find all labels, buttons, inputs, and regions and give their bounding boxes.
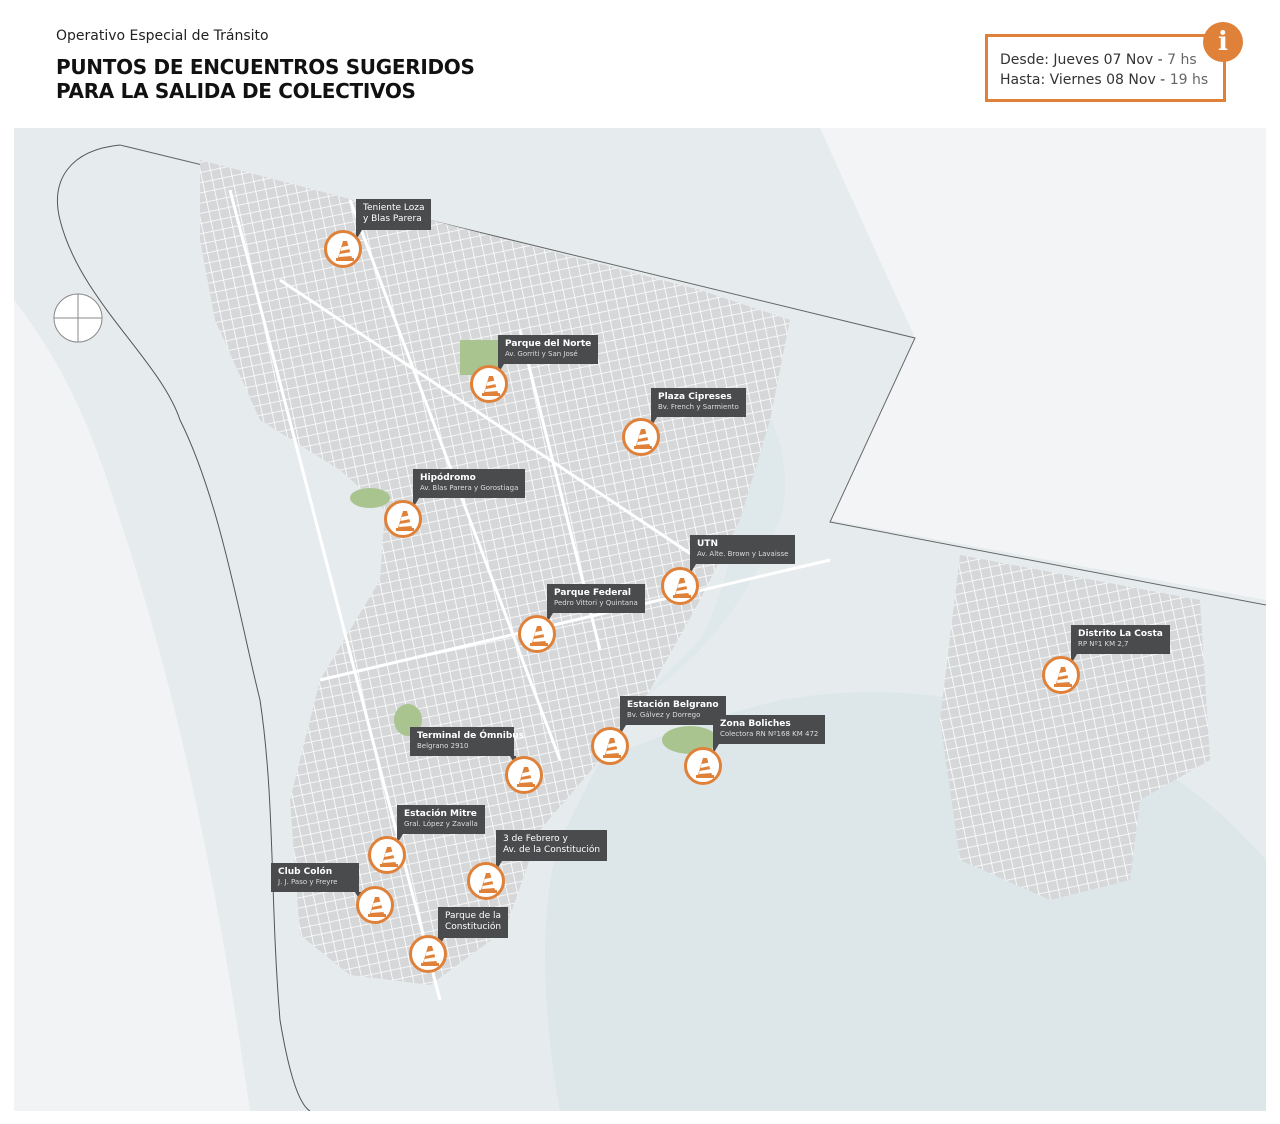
traffic-cone-icon [479, 873, 497, 893]
point-label-2: Parque del Norte Av. Gorriti y San José [498, 335, 599, 374]
point-label-6: Parque Federal Pedro Vittori y Quintana [547, 584, 645, 623]
title-line-1: PUNTOS DE ENCUENTROS SUGERIDOS [56, 55, 475, 79]
traffic-cone-icon [396, 511, 414, 531]
west-land [14, 300, 250, 1111]
meeting-point-marker[interactable] [505, 756, 543, 794]
traffic-cone-icon [1054, 667, 1072, 687]
meeting-point-marker[interactable] [622, 418, 660, 456]
point-label-7: Distrito La Costa RP Nº1 KM 2,7 [1071, 625, 1170, 664]
point-label-8: Estación Belgrano Bv. Gálvez y Dorrego [620, 696, 726, 735]
point-title: Club Colón [278, 867, 333, 877]
point-title: Parque Federal [554, 588, 631, 598]
point-address: Belgrano 2910 [417, 742, 469, 750]
point-title: Plaza Cipreses [658, 392, 732, 402]
title-line-2: PARA LA SALIDA DE COLECTIVOS [56, 79, 416, 103]
northeast-land [820, 128, 1266, 600]
point-label-14: Parque de la Constitución [438, 907, 509, 948]
point-address: Gral. López y Zavalla [404, 820, 478, 828]
outline-boundary [119, 144, 1266, 606]
map-base [14, 128, 1266, 1111]
meeting-point-marker[interactable] [467, 862, 505, 900]
schedule-box: Desde: Jueves 07 Nov - 7 hs Hasta: Viern… [985, 34, 1226, 102]
point-title: 3 de Febrero y [503, 834, 568, 844]
info-icon: i [1203, 22, 1243, 62]
meeting-point-marker[interactable] [661, 567, 699, 605]
point-title-line2: y Blas Parera [363, 214, 422, 224]
point-address: J. J. Paso y Freyre [278, 878, 338, 886]
point-label-9: Zona Boliches Colectora RN Nº168 KM 472 [713, 715, 826, 754]
point-address: Av. Alte. Brown y Lavaisse [697, 550, 789, 558]
compass-icon [53, 293, 103, 343]
meeting-point-marker[interactable] [1042, 656, 1080, 694]
meeting-point-marker[interactable] [368, 836, 406, 874]
map[interactable]: Teniente Loza y Blas Parera Parque del Nor… [14, 128, 1266, 1111]
point-label-13: Club Colón J. J. Paso y Freyre [271, 863, 361, 902]
to-label: Hasta: Viernes 08 Nov - [1000, 72, 1166, 88]
traffic-cone-icon [530, 626, 548, 646]
point-label-12: 3 de Febrero y Av. de la Constitución [496, 830, 608, 871]
point-address: Bv. French y Sarmiento [658, 403, 739, 411]
city-blocks [200, 160, 790, 985]
point-address: Av. Gorriti y San José [505, 350, 578, 358]
point-title: Distrito La Costa [1078, 629, 1163, 639]
point-label-1: Teniente Loza y Blas Parera [356, 199, 432, 240]
point-label-10: Terminal de Ómnibus Belgrano 2910 [410, 727, 525, 766]
meeting-point-marker[interactable] [518, 615, 556, 653]
traffic-cone-icon [482, 376, 500, 396]
point-address: Bv. Gálvez y Dorrego [627, 711, 701, 719]
traffic-cone-icon [696, 758, 714, 778]
schedule-to: Hasta: Viernes 08 Nov - 19 hs [1000, 72, 1208, 88]
point-title: Terminal de Ómnibus [417, 731, 525, 741]
traffic-cone-icon [634, 429, 652, 449]
traffic-cone-icon [603, 738, 621, 758]
outline-boundary-west [57, 144, 311, 1111]
point-title-line2: Av. de la Constitución [503, 845, 601, 855]
point-title: Estación Belgrano [627, 700, 719, 710]
point-label-11: Estación Mitre Gral. López y Zavalla [397, 805, 485, 844]
traffic-cone-icon [368, 897, 386, 917]
from-label: Desde: Jueves 07 Nov - [1000, 52, 1163, 68]
traffic-cone-icon [336, 241, 354, 261]
point-title: Hipódromo [420, 473, 476, 483]
meeting-point-marker[interactable] [409, 935, 447, 973]
subtitle-kicker: Operativo Especial de Tránsito [56, 28, 269, 44]
to-time: 19 hs [1169, 72, 1209, 88]
traffic-cone-icon [517, 767, 535, 787]
point-label-3: Plaza Cipreses Bv. French y Sarmiento [651, 388, 746, 427]
schedule-from: Desde: Jueves 07 Nov - 7 hs [1000, 52, 1197, 68]
meeting-point-marker[interactable] [324, 230, 362, 268]
point-address: RP Nº1 KM 2,7 [1078, 640, 1129, 648]
point-label-5: UTN Av. Alte. Brown y Lavaisse [690, 535, 796, 574]
traffic-cone-icon [421, 946, 439, 966]
meeting-point-marker[interactable] [356, 886, 394, 924]
point-title: Teniente Loza [363, 203, 425, 213]
point-address: Colectora RN Nº168 KM 472 [720, 730, 819, 738]
meeting-point-marker[interactable] [470, 365, 508, 403]
point-address: Pedro Vittori y Quintana [554, 599, 638, 607]
traffic-cone-icon [673, 578, 691, 598]
meeting-point-marker[interactable] [684, 747, 722, 785]
point-address: Av. Blas Parera y Gorostiaga [420, 484, 519, 492]
point-title: Parque de la [445, 911, 502, 921]
point-title: Estación Mitre [404, 809, 477, 819]
park-hipodromo [350, 488, 390, 508]
point-title: UTN [697, 539, 718, 549]
meeting-point-marker[interactable] [591, 727, 629, 765]
from-time: 7 hs [1167, 52, 1197, 68]
point-label-4: Hipódromo Av. Blas Parera y Gorostiaga [413, 469, 526, 508]
meeting-point-marker[interactable] [384, 500, 422, 538]
point-title: Parque del Norte [505, 339, 592, 349]
point-title-line2: Constitución [445, 922, 502, 932]
point-title: Zona Boliches [720, 719, 791, 729]
traffic-cone-icon [380, 847, 398, 867]
page-title: PUNTOS DE ENCUENTROS SUGERIDOS PARA LA S… [56, 55, 475, 103]
